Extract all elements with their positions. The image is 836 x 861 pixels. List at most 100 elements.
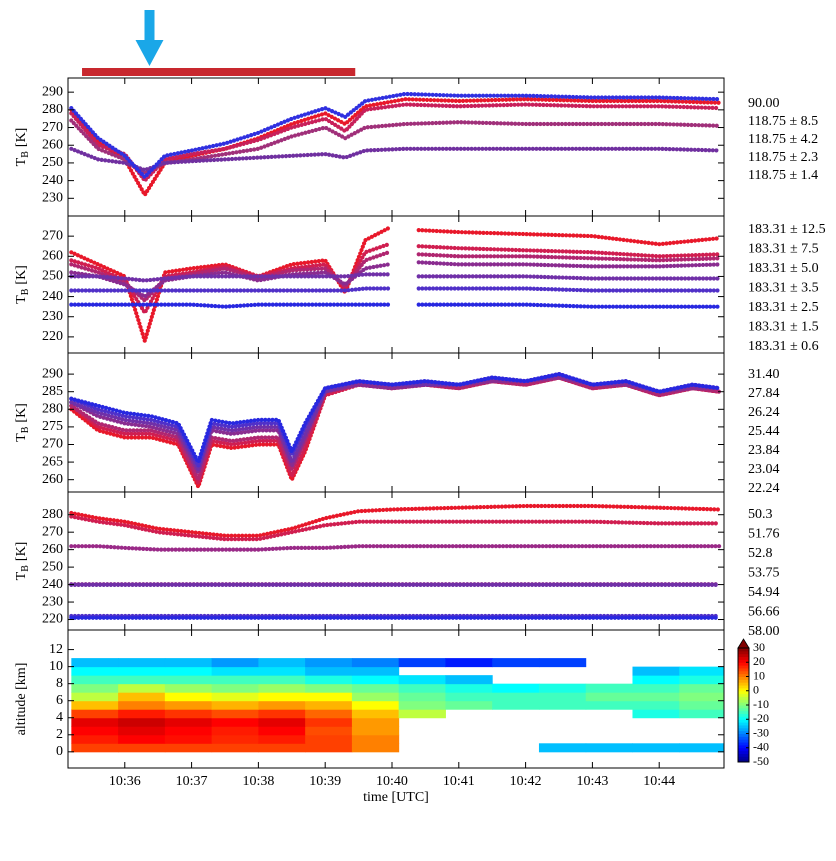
x-axis-label: time [UTC] <box>363 790 429 805</box>
legend-entry: 183.31 ± 12.5 <box>748 222 826 237</box>
y-tick-label: 220 <box>42 612 63 627</box>
colorbar-segment <box>738 682 749 686</box>
y-label-main: T <box>14 157 29 166</box>
legend-entry: 58.00 <box>748 624 780 639</box>
heatmap-cell <box>118 726 166 736</box>
colorbar-tick-label: -40 <box>753 740 769 754</box>
colorbar-segment <box>738 662 749 666</box>
colorbar-segment <box>738 753 749 757</box>
heatmap-cell <box>679 709 724 719</box>
y-tick-label: 260 <box>42 137 63 152</box>
y-tick-label: 250 <box>42 269 63 284</box>
y-tick-label: 275 <box>42 419 63 434</box>
y-tick-label: 6 <box>56 693 63 708</box>
heatmap-cell <box>71 666 119 676</box>
y-tick-label: 260 <box>42 542 63 557</box>
y-tick-label: 270 <box>42 437 63 452</box>
series-dots <box>69 372 722 465</box>
colorbar-segment <box>738 648 749 652</box>
heatmap-cell <box>118 709 166 719</box>
legend-entry: 183.31 ± 0.6 <box>748 339 819 354</box>
heatmap-cell <box>211 675 259 685</box>
heatmap-cell <box>538 683 587 693</box>
colorbar-extend <box>737 638 750 649</box>
y-label-sub: B <box>20 288 31 295</box>
legend-entry: 31.40 <box>748 367 780 382</box>
heatmap-cell <box>305 726 353 736</box>
legend-entry: 23.84 <box>748 443 780 458</box>
y-axis-label: TB [K] <box>14 403 31 442</box>
y-tick-label: 270 <box>42 120 63 135</box>
heatmap-cell <box>305 743 353 753</box>
colorbar-segment <box>738 679 749 683</box>
legend-entry: 118.75 ± 8.5 <box>748 114 818 129</box>
colorbar-segment <box>738 670 749 675</box>
y-tick-label: 2 <box>56 727 63 742</box>
legend-entry: 25.44 <box>748 424 780 439</box>
heatmap-cell <box>71 675 119 685</box>
colorbar-segment <box>738 733 749 737</box>
heatmap-cell <box>71 709 119 719</box>
heatmap-cell <box>258 709 306 719</box>
plot-area <box>69 226 722 343</box>
heatmap-cell <box>538 692 587 702</box>
heatmap-cell <box>164 700 213 710</box>
colorbar-segment <box>738 693 749 697</box>
heatmap-cell <box>258 683 306 693</box>
heatmap-cell <box>164 683 213 693</box>
colorbar-segment <box>738 710 749 715</box>
heatmap-cell <box>305 658 353 668</box>
heatmap-cell <box>258 717 306 727</box>
legend-entry: 26.24 <box>748 405 780 420</box>
heatmap-cell <box>632 675 680 685</box>
series-dots <box>69 514 722 542</box>
heatmap-cell <box>305 709 353 719</box>
heatmap-cell <box>164 743 213 753</box>
y-tick-label: 230 <box>42 594 63 609</box>
heatmap-cell <box>71 658 119 668</box>
series-dots <box>69 226 722 343</box>
heatmap-cell <box>538 658 587 668</box>
heatmap-cell <box>585 700 633 710</box>
y-tick-label: 240 <box>42 289 63 304</box>
heatmap-cell <box>351 734 400 744</box>
heatmap-cell <box>258 700 306 710</box>
x-tick-label: 10:39 <box>309 774 341 789</box>
heatmap-cell <box>679 700 724 710</box>
heatmap-cell <box>351 743 400 753</box>
y-tick-label: 250 <box>42 559 63 574</box>
heatmap-cell <box>211 683 259 693</box>
heatmap-cell <box>398 683 446 693</box>
heatmap-cell <box>71 683 119 693</box>
heatmap-cell <box>211 717 259 727</box>
y-tick-label: 280 <box>42 507 63 522</box>
heatmap-cell <box>585 683 633 693</box>
legend-entry: 51.76 <box>748 527 780 542</box>
x-tick-label: 10:44 <box>643 774 675 789</box>
colorbar-tick-label: -50 <box>753 754 769 768</box>
heatmap-cell <box>538 743 587 753</box>
y-axis-label: altitude [km] <box>14 663 29 736</box>
colorbar-segment <box>738 742 749 746</box>
heatmap-cell <box>118 666 166 676</box>
colorbar-segment <box>738 747 749 752</box>
heatmap-cell <box>445 675 493 685</box>
y-axis-label: TB [K] <box>14 542 31 581</box>
heatmap-cell <box>679 692 724 702</box>
legend-entry: 118.75 ± 1.4 <box>748 168 818 183</box>
heatmap-cell <box>398 658 446 668</box>
colorbar-segment <box>738 736 749 740</box>
heatmap-cell <box>71 700 119 710</box>
heatmap-cell <box>305 666 353 676</box>
legend-entry: 118.75 ± 4.2 <box>748 132 818 147</box>
heatmap-cell <box>632 743 680 753</box>
colorbar-segment <box>738 705 749 709</box>
legend-entry: 90.00 <box>748 96 780 111</box>
colorbar-tick-label: 30 <box>753 640 765 654</box>
heatmap-cell <box>305 700 353 710</box>
heatmap-cell <box>305 692 353 702</box>
heatmap-cell <box>118 700 166 710</box>
series-dots <box>69 260 722 299</box>
